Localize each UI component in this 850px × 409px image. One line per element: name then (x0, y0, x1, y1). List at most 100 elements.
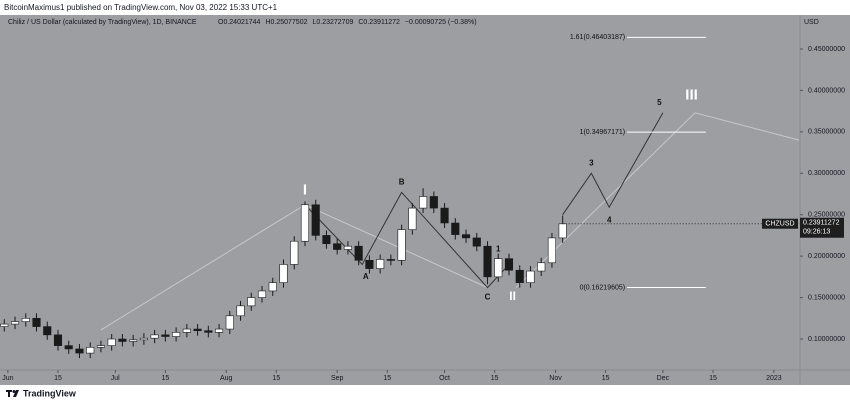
candle-body (429, 196, 438, 209)
ohlc-value: H0.25077502 (265, 19, 307, 26)
candle-body (247, 297, 256, 307)
candle-body (129, 339, 138, 342)
x-tick-label: 15 (491, 375, 499, 382)
candle-body (504, 258, 514, 271)
candle-body (397, 229, 406, 261)
candle-body (204, 330, 213, 333)
y-tick-label: 0.40000000 (808, 87, 845, 94)
wave-label: C (485, 293, 491, 302)
y-tick-label: 0.30000000 (808, 170, 845, 177)
candle-body (494, 258, 503, 278)
candle-body (537, 262, 546, 272)
ohlc-value: O0.24021744 (218, 19, 261, 26)
wave-line (304, 191, 510, 289)
candle-body (440, 207, 449, 224)
y-tick-label: 0.25000000 (808, 212, 845, 219)
wave-label: II (509, 289, 516, 303)
candle-body (279, 264, 288, 283)
symbol-tag (762, 218, 798, 229)
y-tick-label: 0.20000000 (808, 253, 845, 260)
candle-body (515, 269, 524, 283)
candle-body (376, 259, 385, 269)
top-bar (0, 0, 850, 15)
x-tick-label: 15 (272, 375, 280, 382)
footer (0, 385, 850, 404)
candle-body (64, 345, 73, 350)
last-price: 0.23911272 (803, 220, 840, 227)
candle-body (257, 290, 267, 298)
brand-logo (6, 390, 19, 397)
candle-body (0, 323, 9, 327)
x-tick-label: 15 (709, 375, 717, 382)
publisher: BitcoinMaximus1 published on TradingView… (4, 3, 278, 12)
y-tick-label: 0.10000000 (808, 336, 845, 343)
wave-label: B (399, 177, 405, 186)
candle-body (472, 237, 481, 247)
candle-body (451, 222, 460, 235)
fib-label: 1(0.34967171) (580, 129, 626, 136)
candle-body (150, 334, 159, 339)
ohlc-value: −0.00090725 (−0.38%) (405, 19, 477, 26)
candle-body (526, 270, 535, 283)
candle-body (483, 245, 492, 278)
candle-body (419, 196, 428, 209)
candle-body (290, 240, 299, 265)
x-tick-label: 15 (161, 375, 169, 382)
candle-body (193, 328, 202, 332)
candle-body (461, 234, 471, 239)
candle-body (43, 326, 52, 336)
candle-body (311, 204, 320, 236)
y-tick-label: 0.35000000 (808, 129, 845, 136)
x-tick-label: Jun (2, 375, 13, 382)
ohlc-legend: O0.24021744 H0.25077502 L0.23272709 C0.2391… (218, 19, 477, 26)
countdown: 09:26:13 (803, 229, 830, 236)
wave-label: 4 (607, 216, 612, 225)
candle-body (118, 338, 127, 342)
wave-label: 3 (589, 158, 594, 167)
x-tick-label: Aug (220, 375, 233, 382)
candle-body (547, 237, 557, 264)
chart-title: Chiliz / US Dollar (calculated by Tradin… (8, 19, 197, 26)
wave-label: 1 (496, 245, 501, 254)
candle-body (343, 245, 352, 250)
x-tick-label: 15 (383, 375, 391, 382)
candle-body (322, 235, 331, 245)
candle-body (96, 345, 105, 348)
candle-body (86, 346, 95, 354)
currency: USD (804, 19, 819, 26)
candle-body (558, 223, 567, 239)
y-tick-label: 0.45000000 (808, 46, 845, 53)
candle-body (215, 328, 224, 333)
candle-body (182, 328, 191, 333)
symbol: CHZUSD (765, 221, 794, 228)
candle-body (53, 334, 63, 346)
x-tick-label: Sep (331, 375, 344, 382)
candle-body (161, 334, 170, 337)
x-tick-label: 15 (54, 375, 62, 382)
candle-body (107, 338, 116, 346)
x-tick-label: Nov (549, 375, 562, 382)
wave-line (515, 112, 800, 288)
candle-body (408, 207, 417, 230)
x-tick-label: Oct (439, 375, 450, 382)
x-tick-label: 15 (602, 375, 610, 382)
candle-body (139, 337, 148, 341)
x-tick-label: 2023 (766, 375, 782, 382)
candle-body (300, 204, 310, 242)
brand: TradingView (23, 388, 77, 398)
wave-label: 5 (657, 98, 662, 107)
price-tag (800, 217, 844, 238)
ohlc-value: C0.23911272 (358, 19, 400, 26)
candle-body (10, 321, 20, 325)
y-tick-label: 0.15000000 (808, 294, 845, 301)
fib-label: 1.61(0.46403187) (570, 34, 625, 41)
wave-label: A (363, 272, 369, 281)
candle-body (172, 332, 181, 337)
x-tick-label: Dec (657, 375, 670, 382)
fib-label: 0(0.16219605) (580, 284, 626, 291)
candle-body (225, 315, 234, 330)
x-tick-label: Jul (111, 375, 120, 382)
candle-body (268, 282, 277, 292)
wave-line (562, 112, 664, 215)
